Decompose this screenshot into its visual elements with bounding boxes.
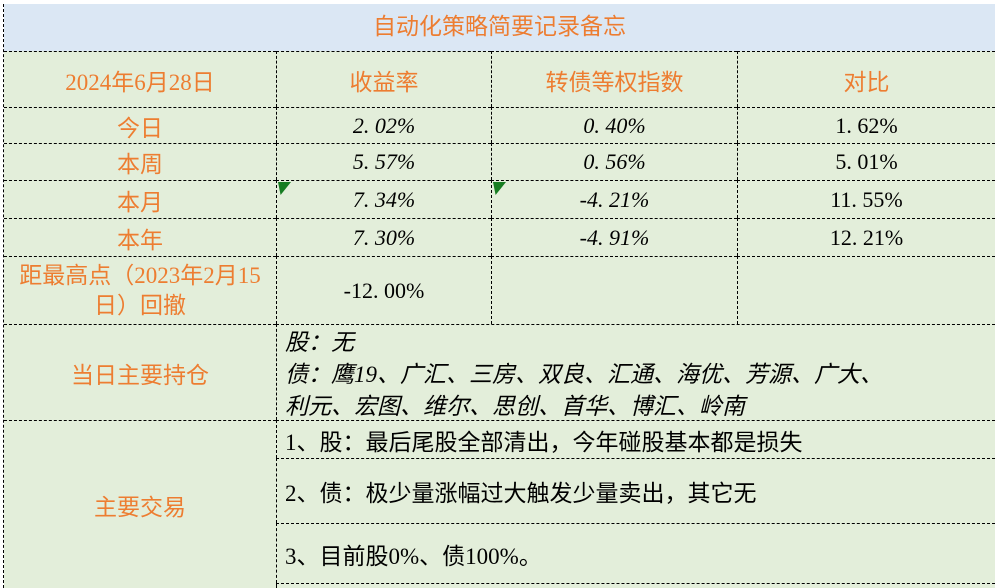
value-today-diff[interactable]: 1. 62% <box>737 107 995 143</box>
next-row-sliver <box>276 583 995 588</box>
value-year-index[interactable]: -4. 91% <box>491 218 737 256</box>
value-drawdown[interactable]: -12. 00% <box>276 256 491 324</box>
row-label-week[interactable]: 本周 <box>4 143 276 180</box>
value-year-yield[interactable]: 7. 30% <box>276 218 491 256</box>
holdings-line-bonds-cont: 利元、宏图、维尔、思创、首华、博汇、岭南 <box>285 394 745 419</box>
empty-cell[interactable] <box>737 256 995 324</box>
table-title-cell[interactable]: 自动化策略简要记录备忘 <box>4 4 995 51</box>
holdings-content-cell[interactable]: 股：无 债：鹰19、广汇、三房、双良、汇通、海优、芳源、广大、 利元、宏图、维尔… <box>276 324 995 420</box>
comment-flag-icon <box>278 182 291 195</box>
empty-cell[interactable] <box>491 256 737 324</box>
header-yield-cell[interactable]: 收益率 <box>276 51 491 107</box>
trade-item-3-cell[interactable]: 3、目前股0%、债100%。 <box>276 523 995 583</box>
row-label-year[interactable]: 本年 <box>4 218 276 256</box>
value-month-yield[interactable]: 7. 34% <box>276 180 491 218</box>
header-date-cell[interactable]: 2024年6月28日 <box>4 51 276 107</box>
row-label-today[interactable]: 今日 <box>4 107 276 143</box>
row-label-month[interactable]: 本月 <box>4 180 276 218</box>
value-month-yield-text: 7. 34% <box>352 186 416 212</box>
value-month-index[interactable]: -4. 21% <box>491 180 737 218</box>
value-year-diff[interactable]: 12. 21% <box>737 218 995 256</box>
holdings-line-bonds: 债：鹰19、广汇、三房、双良、汇通、海优、芳源、广大、 <box>285 362 883 387</box>
value-today-yield[interactable]: 2. 02% <box>276 107 491 143</box>
value-week-diff[interactable]: 5. 01% <box>737 143 995 180</box>
trade-item-2-cell[interactable]: 2、债：极少量涨幅过大触发少量卖出，其它无 <box>276 458 995 523</box>
value-week-yield[interactable]: 5. 57% <box>276 143 491 180</box>
row-label-drawdown[interactable]: 距最高点（2023年2月15日）回撤 <box>4 256 276 324</box>
value-month-index-text: -4. 21% <box>579 186 650 212</box>
header-compare-cell[interactable]: 对比 <box>737 51 995 107</box>
trade-item-1-cell[interactable]: 1、股：最后尾股全部清出，今年碰股基本都是损失 <box>276 420 995 458</box>
value-month-diff[interactable]: 11. 55% <box>737 180 995 218</box>
holdings-line-stocks: 股：无 <box>285 330 354 355</box>
comment-flag-icon <box>493 182 506 195</box>
row-label-trades[interactable]: 主要交易 <box>4 420 276 588</box>
memo-spreadsheet-table: 自动化策略简要记录备忘 2024年6月28日 收益率 转债等权指数 对比 今日 … <box>3 4 995 588</box>
row-label-holdings[interactable]: 当日主要持仓 <box>4 324 276 420</box>
value-week-index[interactable]: 0. 56% <box>491 143 737 180</box>
value-today-index[interactable]: 0. 40% <box>491 107 737 143</box>
header-cb-index-cell[interactable]: 转债等权指数 <box>491 51 737 107</box>
